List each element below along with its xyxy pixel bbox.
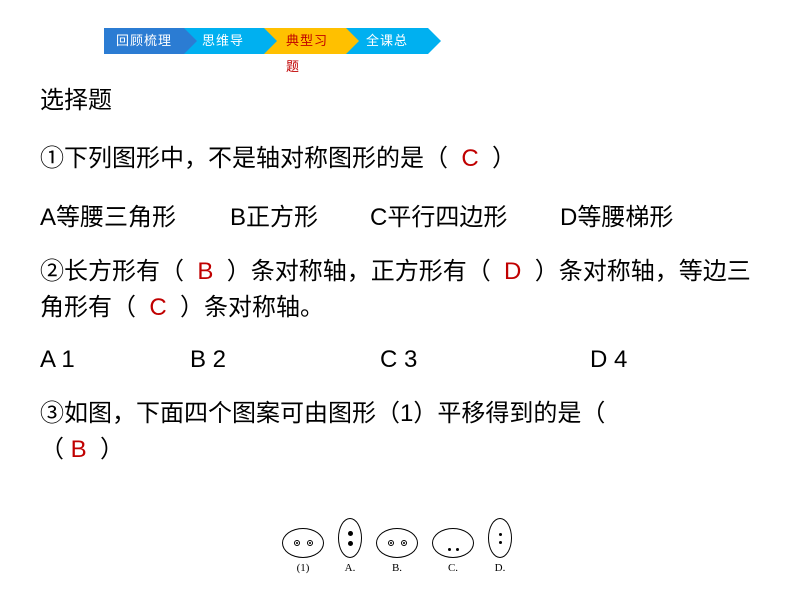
- q2-p2: ）条对称轴，正方形有（: [227, 258, 491, 285]
- fig-label-d: D.: [488, 562, 512, 574]
- ellipse-icon: [338, 518, 362, 558]
- question-1: ①下列图形中，不是轴对称图形的是（ C ）: [40, 141, 754, 177]
- q1-opt-a: A等腰三角形: [40, 197, 230, 232]
- q2-a2: D: [504, 258, 521, 285]
- dot-icon: [401, 540, 407, 546]
- ellipse-icon: [376, 528, 418, 558]
- q1-answer: C: [461, 145, 478, 172]
- q1-suffix: ）: [492, 145, 516, 172]
- q1-text: ①下列图形中，不是轴对称图形的是（: [40, 145, 448, 172]
- dot-icon: [294, 540, 300, 546]
- figure-a: A.: [338, 518, 362, 574]
- q2-p1: ②长方形有（: [40, 258, 184, 285]
- q1-opt-b: B正方形: [230, 197, 370, 232]
- section-title: 选择题: [40, 80, 754, 115]
- q3-p1: ③如图，下面四个图案可由图形（1）平移得到的是（: [40, 400, 605, 427]
- fig-label-b: B.: [376, 562, 418, 574]
- ellipse-icon: [488, 518, 512, 558]
- q1-opt-d: D等腰梯形: [560, 197, 673, 232]
- q1-opt-c: C平行四边形: [370, 197, 560, 232]
- q2-opt-d: D 4: [590, 346, 627, 374]
- fig-label-a: A.: [338, 562, 362, 574]
- dot-icon: [499, 533, 502, 536]
- q2-opt-a: A 1: [40, 346, 190, 374]
- figure-d: D.: [488, 518, 512, 574]
- question-2: ②长方形有（ B ）条对称轴，正方形有（ D ）条对称轴，等边三角形有（ C ）…: [40, 254, 754, 326]
- q2-options: A 1 B 2 C 3 D 4: [40, 346, 754, 374]
- q2-p4: ）条对称轴。: [180, 294, 324, 321]
- breadcrumb-tabs: 回顾梳理 思维导图 典型习题 全课总结: [104, 28, 428, 54]
- q2-a1: B: [197, 258, 213, 285]
- tab-review[interactable]: 回顾梳理: [104, 28, 184, 54]
- dot-icon: [307, 540, 313, 546]
- figure-b: B.: [376, 528, 418, 574]
- q3-p2: ）: [100, 436, 124, 463]
- q2-opt-b: B 2: [190, 346, 380, 374]
- main-content: 选择题 ①下列图形中，不是轴对称图形的是（ C ） A等腰三角形 B正方形 C平…: [40, 80, 754, 488]
- dot-icon: [448, 548, 451, 551]
- dot-icon: [388, 540, 394, 546]
- dot-icon: [348, 541, 353, 546]
- fig-label-1: (1): [282, 562, 324, 574]
- figure-original: (1): [282, 528, 324, 574]
- q3-a1: B: [71, 436, 87, 463]
- q2-opt-c: C 3: [380, 346, 590, 374]
- q2-a3: C: [149, 294, 166, 321]
- question-3: ③如图，下面四个图案可由图形（1）平移得到的是（ （ B ）: [40, 396, 754, 468]
- figure-c: C.: [432, 528, 474, 574]
- q1-options: A等腰三角形 B正方形 C平行四边形 D等腰梯形: [40, 197, 754, 232]
- fig-label-c: C.: [432, 562, 474, 574]
- ellipse-icon: [432, 528, 474, 558]
- dot-icon: [499, 541, 502, 544]
- dot-icon: [348, 531, 353, 536]
- dot-icon: [456, 548, 459, 551]
- ellipse-icon: [282, 528, 324, 558]
- q3-figures: (1) A. B. C. D.: [0, 518, 794, 574]
